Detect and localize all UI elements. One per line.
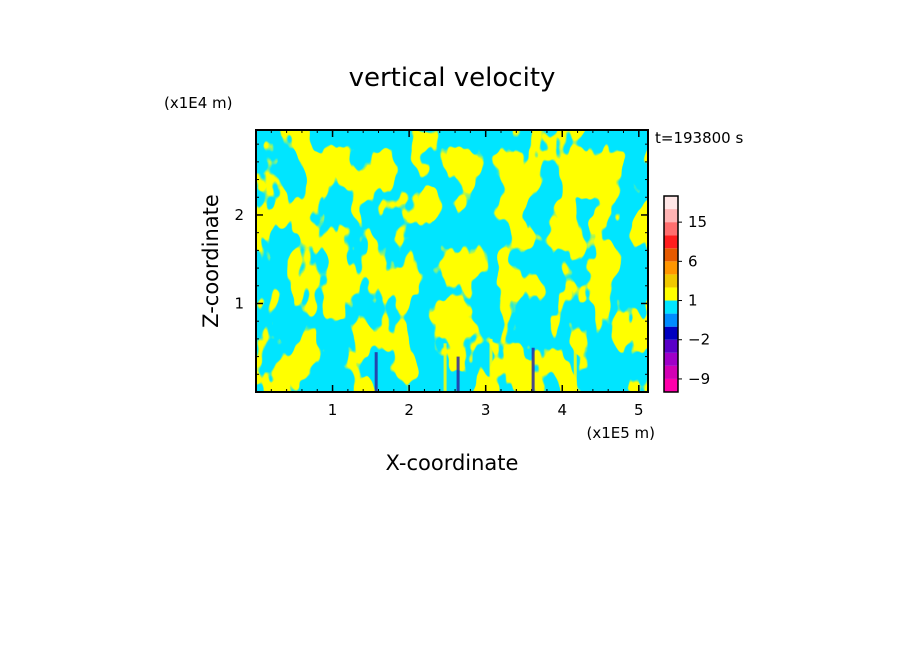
streak-mark bbox=[443, 343, 447, 392]
x-tick-label: 2 bbox=[404, 401, 414, 419]
streak-mark bbox=[374, 352, 378, 392]
colorbar-band bbox=[664, 209, 678, 223]
y-axis-label: Z-coordinate bbox=[199, 194, 223, 328]
colorbar-band bbox=[664, 339, 678, 353]
convective-streaks bbox=[374, 338, 577, 392]
colorbar-band bbox=[664, 313, 678, 327]
plot-frame bbox=[255, 129, 649, 393]
field-plot-area bbox=[256, 130, 648, 392]
colorbar-band bbox=[664, 261, 678, 275]
colorbar-band bbox=[664, 378, 678, 392]
colorbar-band bbox=[664, 274, 678, 288]
streak-mark bbox=[531, 347, 535, 392]
x-tick-label: 4 bbox=[557, 401, 567, 419]
streak-mark bbox=[456, 356, 460, 392]
y-unit-label: (x1E4 m) bbox=[164, 94, 233, 112]
y-tick-label: 1 bbox=[234, 294, 244, 312]
time-label: t=193800 s bbox=[655, 129, 743, 147]
colorbar-band bbox=[664, 235, 678, 249]
x-axis-ticks: 1 2 3 4 5 bbox=[270, 130, 644, 419]
y-tick-label: 2 bbox=[234, 206, 244, 224]
x-tick-label: 3 bbox=[481, 401, 491, 419]
colorbar-tick-label: 1 bbox=[688, 292, 698, 310]
chart-title: vertical velocity bbox=[349, 63, 556, 93]
colorbar-frame bbox=[663, 195, 679, 393]
x-axis-label: X-coordinate bbox=[386, 451, 519, 475]
colorbar-tick-label: 6 bbox=[688, 252, 698, 270]
colorbar-tick-label: 15 bbox=[688, 213, 707, 231]
colorbar-band bbox=[664, 365, 678, 379]
x-tick-label: 5 bbox=[634, 401, 644, 419]
colorbar-band bbox=[664, 300, 678, 314]
streak-mark bbox=[489, 338, 493, 392]
colorbar-band bbox=[664, 222, 678, 236]
y-axis-ticks: 12 bbox=[234, 143, 648, 375]
colorbar-band bbox=[664, 196, 678, 210]
x-tick-label: 1 bbox=[328, 401, 338, 419]
colorbar-band bbox=[664, 352, 678, 366]
colorbar-band bbox=[664, 248, 678, 262]
colorbar-tick-label: −2 bbox=[688, 331, 710, 349]
colorbar: −9 −2 1 6 15 bbox=[663, 195, 710, 393]
positive-field-pattern bbox=[256, 130, 648, 392]
colorbar-band bbox=[664, 287, 678, 301]
colorbar-tick-label: −9 bbox=[688, 370, 710, 388]
colorbar-band bbox=[664, 326, 678, 340]
streak-mark bbox=[573, 343, 577, 392]
x-unit-label: (x1E5 m) bbox=[586, 424, 655, 442]
